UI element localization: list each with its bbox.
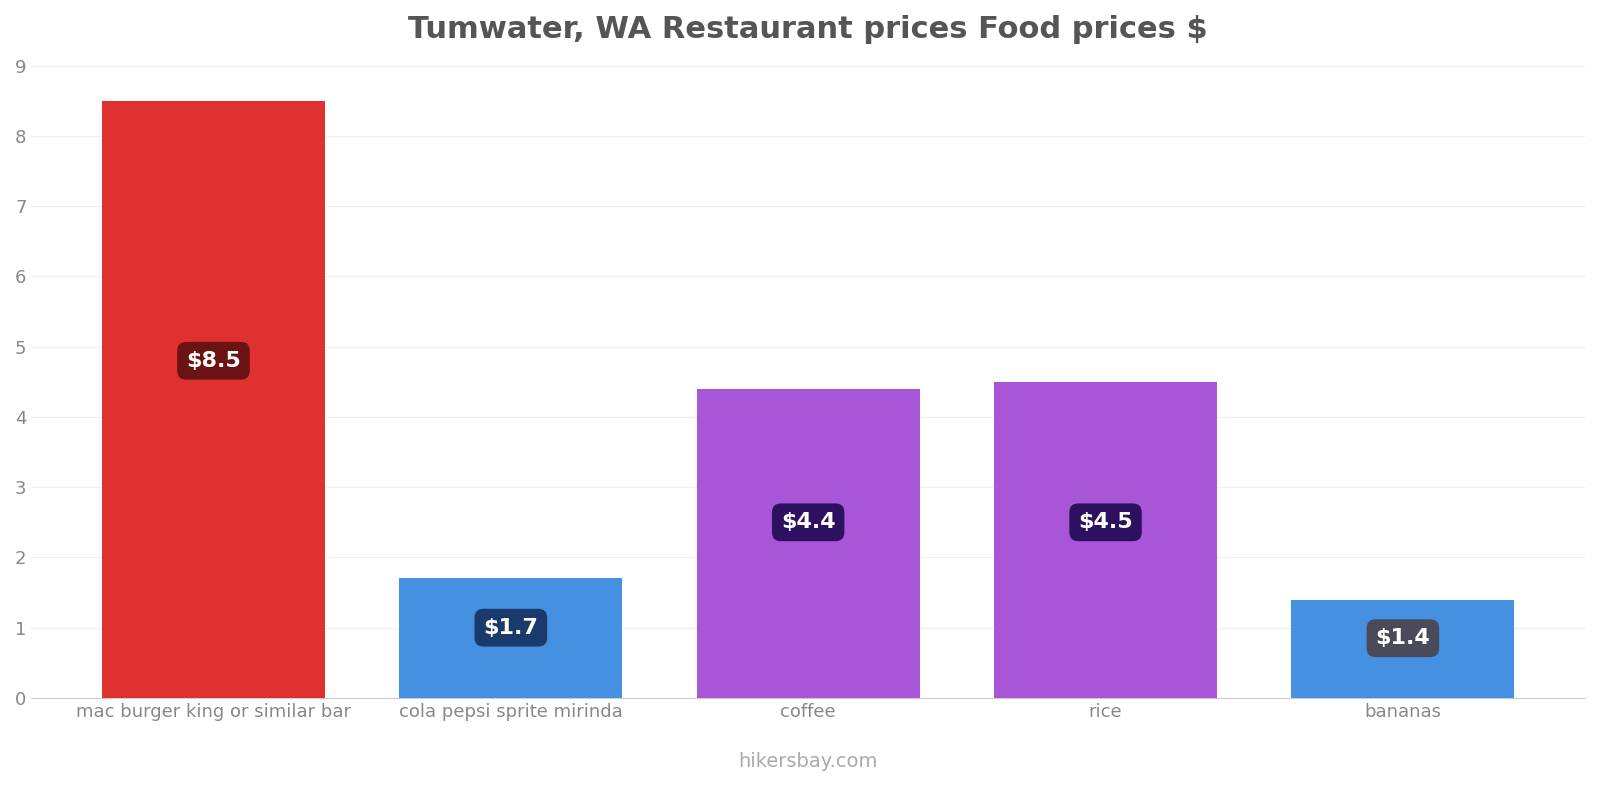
Bar	[1291, 599, 1514, 698]
Bar	[994, 382, 1218, 698]
Text: $1.4: $1.4	[1376, 628, 1430, 648]
Bar	[696, 389, 920, 698]
Text: $4.4: $4.4	[781, 512, 835, 532]
Title: Tumwater, WA Restaurant prices Food prices $: Tumwater, WA Restaurant prices Food pric…	[408, 15, 1208, 44]
Text: $4.5: $4.5	[1078, 512, 1133, 532]
Bar	[400, 578, 622, 698]
Text: $8.5: $8.5	[186, 350, 242, 370]
Bar	[102, 101, 325, 698]
Text: $1.7: $1.7	[483, 618, 538, 638]
Text: hikersbay.com: hikersbay.com	[739, 752, 878, 770]
